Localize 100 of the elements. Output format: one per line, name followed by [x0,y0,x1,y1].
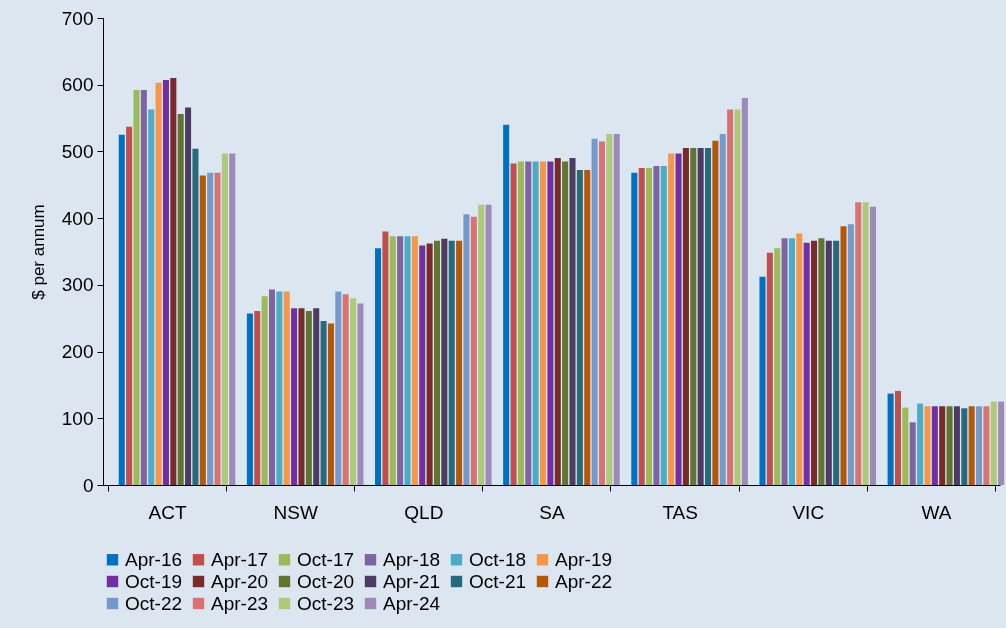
bar [335,291,342,485]
bar [199,175,206,485]
bar [562,161,569,485]
bar [503,124,510,485]
bar [532,161,539,485]
y-tick-label: 200 [61,341,94,363]
bar [811,240,818,485]
bar [998,401,1005,485]
bar [847,224,854,485]
bar [697,148,704,485]
bar [389,236,396,485]
y-tick-label: 500 [61,140,94,162]
bar [221,153,228,485]
bar [313,308,320,485]
bar [276,291,283,485]
bar [781,238,788,485]
bar [463,214,470,485]
bar [133,90,140,485]
bar [909,422,916,485]
x-tick-label: SA [539,501,565,523]
bar [924,406,931,485]
bar [902,407,909,485]
bar [719,134,726,485]
bar [976,406,983,485]
bar [840,226,847,485]
bar [869,206,877,485]
legend-label: Oct-19 [125,570,183,592]
bar [478,204,485,485]
legend-label: Apr-17 [211,548,269,570]
bar [584,170,591,485]
legend-label: Oct-21 [469,570,527,592]
bar [525,161,532,485]
bar [990,401,997,485]
bar [734,109,741,485]
x-tick-label: ACT [148,501,187,523]
y-tick-label: 600 [61,74,94,96]
bar [397,236,404,485]
bar [540,161,547,485]
bar [411,236,418,485]
bar [598,141,605,485]
bar [470,216,477,485]
bar [887,393,894,485]
bar [931,406,938,485]
bar [291,308,298,485]
y-tick-label: 100 [61,407,94,429]
bar [192,148,199,485]
bar [796,233,803,485]
bar [261,296,268,485]
bar [162,80,169,485]
bar [254,310,261,485]
bar [939,406,946,485]
legend-label: Oct-23 [297,592,355,614]
bar [741,98,748,485]
bar [177,114,184,485]
y-tick-label: 300 [61,274,94,296]
bar [118,134,125,485]
legend-label: Apr-23 [211,592,269,614]
bar [591,138,598,485]
bar [825,240,832,485]
bar [283,291,290,485]
bar [426,243,433,485]
bar [485,204,492,485]
bar [320,320,327,485]
bar [862,202,869,485]
bar [433,240,441,485]
bar [818,238,825,485]
bar [894,390,901,485]
legend-label: Apr-19 [555,548,613,570]
bar [510,163,517,485]
bar [646,168,653,485]
bar [668,153,675,485]
bar [327,323,334,485]
bar [675,153,682,485]
legend-label: Apr-21 [383,570,441,592]
bar [631,172,638,485]
y-tick-label: 700 [61,7,94,29]
bar [246,313,253,485]
y-axis-title: $ per annum [28,204,48,300]
bar [375,248,382,485]
bar [350,298,357,485]
bar [448,240,455,485]
bar [517,161,524,485]
legend-label: Apr-16 [125,548,183,570]
bar [357,303,364,485]
bar [268,289,276,485]
bar [917,403,924,485]
bar [833,240,840,485]
bar [170,78,177,485]
x-tick-label: VIC [792,501,825,523]
bar [185,107,192,485]
x-tick-label: QLD [404,501,444,523]
bar [456,240,463,485]
legend-label: Oct-20 [297,570,355,592]
bar [229,153,236,485]
bar [554,158,561,485]
legend-label: Oct-17 [297,548,355,570]
bar [382,231,389,485]
bar [704,148,712,485]
bar [155,82,162,485]
bar [759,276,766,485]
